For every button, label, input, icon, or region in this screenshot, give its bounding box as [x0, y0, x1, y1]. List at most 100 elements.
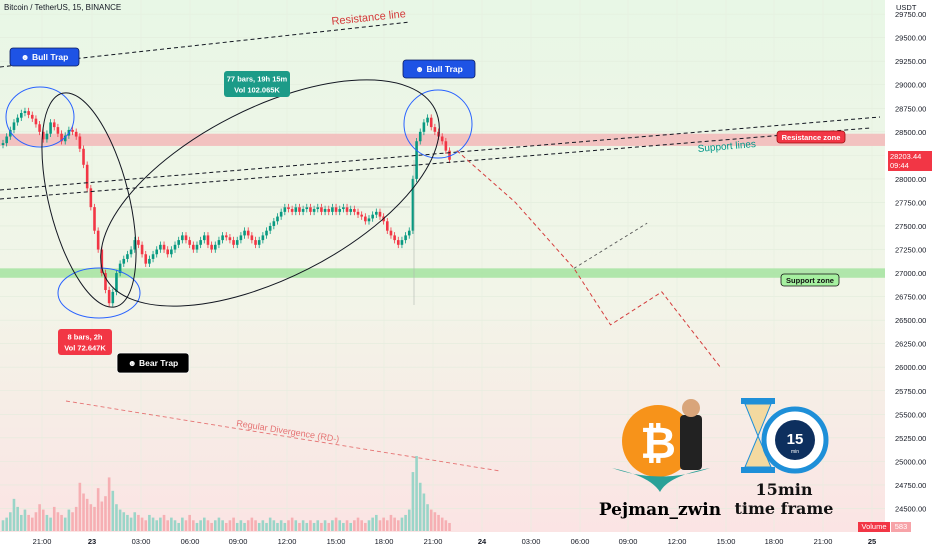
- time-tick-label: 12:00: [668, 537, 687, 546]
- volume-bar: [411, 472, 415, 531]
- time-tick-label: 23: [88, 537, 96, 546]
- bull-trap-ellipse-right: [403, 89, 473, 159]
- volume-bar: [122, 512, 126, 531]
- candle-body: [400, 240, 404, 245]
- support-zone-label-text: Support zone: [786, 276, 834, 285]
- range-ellipse: [100, 79, 440, 307]
- volume-bar: [203, 517, 206, 531]
- volume-bar: [407, 509, 411, 531]
- timeframe-line-2: time frame: [735, 499, 834, 518]
- volume-bar: [181, 517, 184, 531]
- volume-bar: [375, 514, 378, 531]
- time-tick-label: 06:00: [181, 537, 200, 546]
- price-tick-label: 26250.00: [895, 340, 926, 349]
- countdown-value: 09:44: [890, 161, 909, 170]
- candle-body: [162, 244, 166, 250]
- candle-body: [148, 258, 151, 264]
- volume-bar: [323, 520, 327, 531]
- candle-body: [265, 230, 268, 236]
- bearish-projection-path: [456, 150, 721, 368]
- volume-bar: [404, 514, 407, 531]
- time-tick-label: 12:00: [278, 537, 297, 546]
- candle-body: [327, 209, 331, 212]
- volume-bar: [217, 517, 221, 531]
- candle-body: [239, 235, 243, 241]
- volume-bar: [378, 520, 382, 531]
- candle-body: [386, 221, 389, 231]
- candle-body: [199, 240, 202, 245]
- price-tick-label: 28500.00: [895, 128, 926, 137]
- volume-bar: [426, 504, 429, 531]
- volume-bar: [287, 520, 290, 531]
- candle-body: [287, 207, 290, 210]
- volume-bar: [221, 520, 224, 531]
- candle-body: [184, 235, 188, 241]
- volume-bar: [448, 522, 451, 531]
- volume-bar: [342, 522, 345, 531]
- volume-bar: [349, 522, 352, 531]
- candle-body: [235, 240, 239, 245]
- volume-bar: [294, 520, 298, 531]
- volume-bar: [444, 520, 448, 531]
- volume-bar: [210, 522, 213, 531]
- time-tick-label: 18:00: [375, 537, 394, 546]
- candle-body: [298, 207, 301, 212]
- drop-ellipse: [41, 92, 137, 308]
- candle-body: [133, 240, 137, 250]
- volume-bar: [290, 517, 294, 531]
- volume-label: Volume: [858, 522, 890, 532]
- volume-bar: [85, 498, 89, 531]
- price-tick-label: 24750.00: [895, 481, 926, 490]
- candle-body: [16, 117, 19, 123]
- volume-bar: [166, 520, 169, 531]
- candle-body: [129, 249, 133, 255]
- candle-body: [243, 230, 246, 236]
- candle-body: [63, 135, 67, 142]
- volume-bar: [56, 512, 60, 531]
- volume-bar: [301, 520, 305, 531]
- candle-body: [224, 235, 228, 238]
- volume-bar: [243, 522, 246, 531]
- candle-body: [367, 218, 371, 222]
- candle-body: [96, 230, 100, 250]
- candle-body: [82, 148, 85, 165]
- volume-bar: [137, 514, 140, 531]
- price-tick-label: 28750.00: [895, 104, 926, 113]
- volume-bar: [199, 520, 202, 531]
- price-tick-label: 27500.00: [895, 222, 926, 231]
- candle-body: [389, 230, 393, 236]
- last-price-tag: 28203.44 09:44: [888, 151, 932, 171]
- volume-bar: [118, 509, 122, 531]
- volume-bar: [345, 520, 349, 531]
- volume-bar: [20, 514, 23, 531]
- volume-bar: [107, 477, 111, 531]
- volume-bar: [60, 514, 63, 531]
- range-info-box-text: 77 bars, 19h 15m: [227, 75, 288, 84]
- volume-bar: [261, 520, 265, 531]
- candle-body: [213, 244, 217, 250]
- symbol-title: Bitcoin / TetherUS, 15, BINANCE: [4, 3, 122, 12]
- time-tick-label: 09:00: [619, 537, 638, 546]
- volume-bar: [140, 517, 144, 531]
- plot-background: [0, 0, 885, 532]
- candle-body: [290, 209, 294, 212]
- logo-figure: [680, 415, 702, 470]
- volume-bar: [418, 482, 422, 531]
- candle-body: [309, 207, 312, 212]
- volume-tag: Volume 583: [858, 522, 932, 532]
- volume-bar: [272, 520, 276, 531]
- volume-bar: [257, 522, 261, 531]
- candle-body: [396, 240, 400, 245]
- volume-bar: [195, 522, 199, 531]
- candle-body: [254, 240, 257, 245]
- candle-body: [338, 209, 342, 212]
- volume-bar: [34, 512, 38, 531]
- candle-body: [418, 131, 422, 142]
- candle-body: [9, 129, 12, 137]
- volume-bar: [268, 517, 272, 531]
- candle-body: [173, 244, 177, 250]
- candle-body: [181, 235, 184, 241]
- volume-bar: [27, 514, 30, 531]
- bear-trap-label-text: ☻ Bear Trap: [128, 358, 179, 368]
